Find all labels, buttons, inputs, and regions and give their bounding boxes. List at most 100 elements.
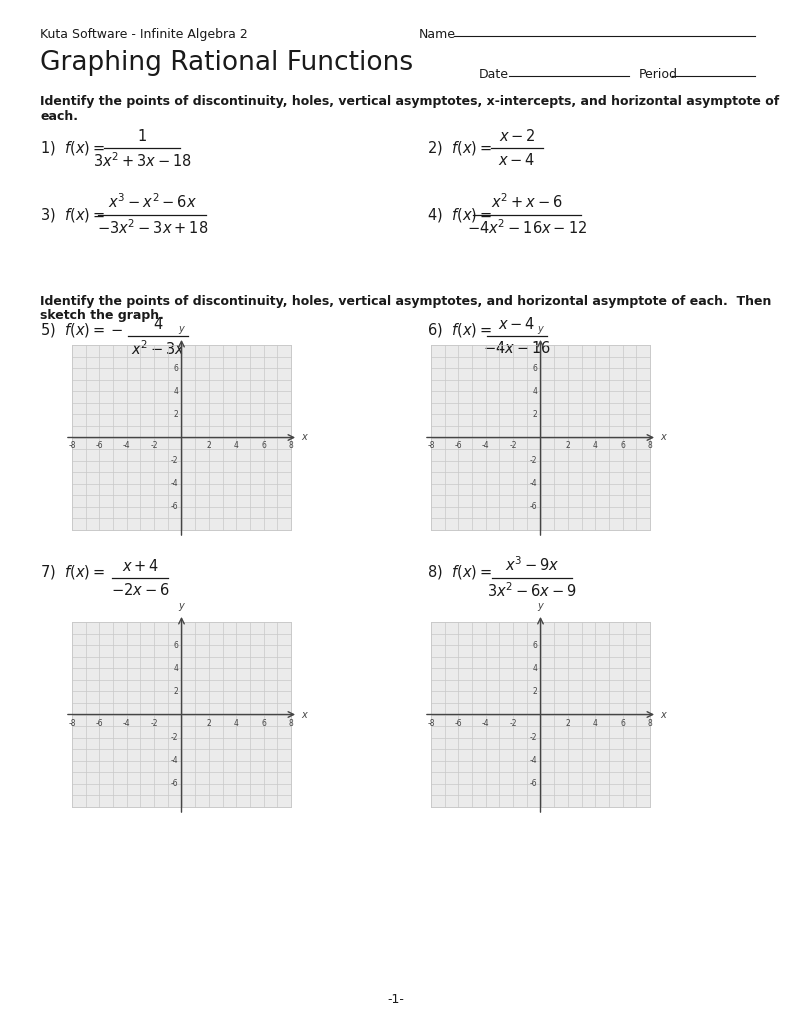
- Text: -8: -8: [427, 719, 435, 727]
- Text: -6: -6: [530, 503, 538, 511]
- Text: -6: -6: [455, 441, 462, 451]
- Text: $x - 2$: $x - 2$: [498, 128, 536, 144]
- Text: Name: Name: [419, 28, 456, 41]
- Text: $x - 4$: $x - 4$: [498, 316, 536, 332]
- Text: 8: 8: [648, 719, 653, 727]
- Text: -8: -8: [68, 441, 76, 451]
- Text: -4: -4: [171, 757, 179, 765]
- Text: 6: 6: [532, 364, 538, 373]
- Text: 8: 8: [289, 719, 293, 727]
- Text: 2: 2: [533, 687, 538, 696]
- Text: 6: 6: [261, 719, 266, 727]
- Text: $-4x^2 - 16x - 12$: $-4x^2 - 16x - 12$: [467, 219, 587, 238]
- Text: -4: -4: [123, 441, 131, 451]
- Text: 3)  $f(x) =$: 3) $f(x) =$: [40, 206, 105, 224]
- Text: $x^2 + x - 6$: $x^2 + x - 6$: [491, 193, 563, 211]
- Text: -4: -4: [482, 719, 490, 727]
- Text: $x^2 - 3x$: $x^2 - 3x$: [131, 340, 186, 358]
- Bar: [72, 622, 291, 807]
- Text: $x^3 - 9x$: $x^3 - 9x$: [505, 556, 559, 574]
- Text: -2: -2: [150, 719, 158, 727]
- Text: Period: Period: [638, 68, 677, 81]
- Text: -6: -6: [171, 779, 179, 788]
- Text: $x^3 - x^2 - 6x$: $x^3 - x^2 - 6x$: [108, 193, 197, 211]
- Text: $-2x - 6$: $-2x - 6$: [111, 582, 169, 598]
- Text: 4: 4: [174, 664, 179, 673]
- Text: $-3x^2 - 3x + 18$: $-3x^2 - 3x + 18$: [97, 219, 208, 238]
- Text: -4: -4: [530, 757, 538, 765]
- Text: $3x^2 - 6x - 9$: $3x^2 - 6x - 9$: [487, 582, 577, 600]
- Text: 2: 2: [533, 410, 538, 419]
- Text: 2: 2: [206, 441, 211, 451]
- Text: -8: -8: [68, 719, 76, 727]
- Text: 2: 2: [174, 687, 179, 696]
- Bar: [431, 622, 650, 807]
- Text: 8: 8: [648, 441, 653, 451]
- Text: -2: -2: [509, 719, 517, 727]
- Text: -4: -4: [171, 479, 179, 488]
- Text: 6: 6: [620, 719, 625, 727]
- Text: -4: -4: [123, 719, 131, 727]
- Text: x: x: [660, 432, 666, 442]
- Text: 2)  $f(x) =$: 2) $f(x) =$: [427, 139, 492, 157]
- Text: sketch the graph.: sketch the graph.: [40, 309, 165, 322]
- Text: $x - 4$: $x - 4$: [498, 152, 536, 168]
- Text: 6: 6: [532, 641, 538, 649]
- Text: -2: -2: [509, 441, 517, 451]
- Text: each.: each.: [40, 110, 78, 123]
- Text: y: y: [179, 601, 184, 611]
- Bar: [72, 345, 291, 530]
- Text: 4: 4: [532, 664, 538, 673]
- Text: -2: -2: [171, 456, 179, 465]
- Text: 4: 4: [532, 387, 538, 395]
- Text: x: x: [301, 432, 307, 442]
- Text: x: x: [301, 710, 307, 720]
- Text: 1)  $f(x) =$: 1) $f(x) =$: [40, 139, 105, 157]
- Text: 2: 2: [566, 441, 570, 451]
- Text: $4$: $4$: [153, 316, 164, 332]
- Text: -1-: -1-: [387, 993, 404, 1006]
- Text: 4: 4: [592, 441, 598, 451]
- Text: -6: -6: [96, 719, 103, 727]
- Text: Kuta Software - Infinite Algebra 2: Kuta Software - Infinite Algebra 2: [40, 28, 248, 41]
- Text: 4: 4: [592, 719, 598, 727]
- Text: 6: 6: [174, 364, 179, 373]
- Text: 6: 6: [261, 441, 266, 451]
- Text: 4: 4: [234, 441, 239, 451]
- Text: 4)  $f(x) =$: 4) $f(x) =$: [427, 206, 492, 224]
- Text: -4: -4: [482, 441, 490, 451]
- Text: y: y: [538, 324, 543, 334]
- Text: -6: -6: [171, 503, 179, 511]
- Text: $3x^2 + 3x - 18$: $3x^2 + 3x - 18$: [93, 152, 192, 170]
- Text: $-4x - 16$: $-4x - 16$: [483, 340, 551, 355]
- Text: -2: -2: [530, 733, 538, 742]
- Text: 6: 6: [174, 641, 179, 649]
- Text: -2: -2: [150, 441, 158, 451]
- Text: Date: Date: [479, 68, 509, 81]
- Text: Identify the points of discontinuity, holes, vertical asymptotes, x-intercepts, : Identify the points of discontinuity, ho…: [40, 95, 780, 108]
- Text: Graphing Rational Functions: Graphing Rational Functions: [40, 50, 414, 76]
- Text: 2: 2: [206, 719, 211, 727]
- Text: -6: -6: [455, 719, 462, 727]
- Text: -4: -4: [530, 479, 538, 488]
- Text: -6: -6: [96, 441, 103, 451]
- Text: y: y: [538, 601, 543, 611]
- Text: 8)  $f(x) =$: 8) $f(x) =$: [427, 563, 492, 581]
- Bar: [431, 345, 650, 530]
- Text: 5)  $f(x) = -$: 5) $f(x) = -$: [40, 321, 123, 339]
- Text: 2: 2: [174, 410, 179, 419]
- Text: -6: -6: [530, 779, 538, 788]
- Text: 4: 4: [174, 387, 179, 395]
- Text: 2: 2: [566, 719, 570, 727]
- Text: -2: -2: [530, 456, 538, 465]
- Text: Identify the points of discontinuity, holes, vertical asymptotes, and horizontal: Identify the points of discontinuity, ho…: [40, 295, 772, 308]
- Text: x: x: [660, 710, 666, 720]
- Text: 8: 8: [289, 441, 293, 451]
- Text: -2: -2: [171, 733, 179, 742]
- Text: y: y: [179, 324, 184, 334]
- Text: $x + 4$: $x + 4$: [122, 558, 159, 574]
- Text: 7)  $f(x) =$: 7) $f(x) =$: [40, 563, 105, 581]
- Text: 6: 6: [620, 441, 625, 451]
- Text: -8: -8: [427, 441, 435, 451]
- Text: 4: 4: [234, 719, 239, 727]
